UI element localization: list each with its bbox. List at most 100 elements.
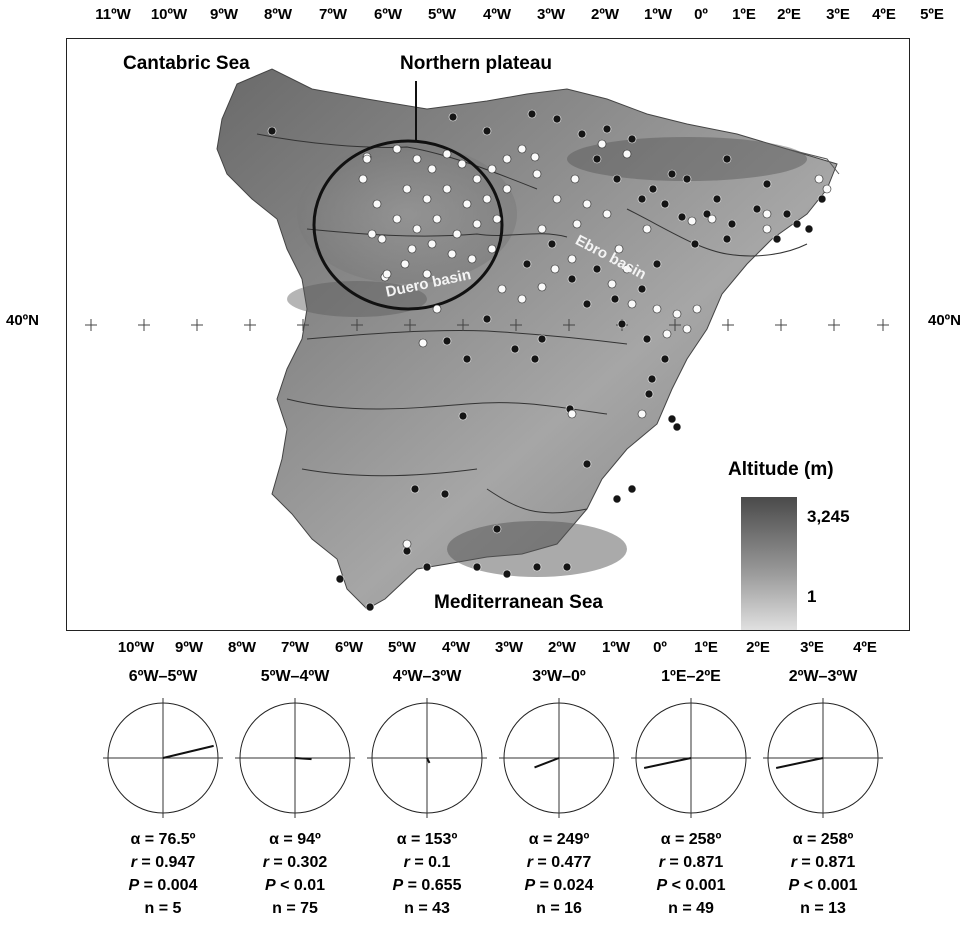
rose-p: P = 0.655 bbox=[352, 877, 502, 895]
rose-r: r = 0.302 bbox=[220, 854, 370, 872]
top-tick-label: 3ºE bbox=[826, 6, 850, 23]
top-tick-label: 4ºW bbox=[483, 6, 511, 23]
rose-r: r = 0.871 bbox=[748, 854, 898, 872]
top-tick-label: 10ºW bbox=[150, 6, 188, 23]
rose-n: n = 75 bbox=[272, 900, 318, 917]
p-value: < 0.01 bbox=[275, 877, 326, 894]
altitude-legend-min: 1 bbox=[807, 587, 817, 606]
r-value: = 0.302 bbox=[268, 854, 328, 871]
site-points-dark bbox=[267, 109, 827, 612]
r-symbol: r bbox=[658, 854, 665, 871]
r-value: = 0.871 bbox=[796, 854, 856, 871]
top-tick-label: 8ºW bbox=[264, 6, 292, 23]
rose-alpha: α = 153º bbox=[396, 831, 458, 848]
top-tick-label: 1ºE bbox=[732, 6, 756, 23]
top-tick-label: 7ºW bbox=[319, 6, 347, 23]
top-tick-label: 5ºW bbox=[428, 6, 456, 23]
bottom-tick-label: 4ºW bbox=[442, 639, 470, 656]
rose-alpha: α = 94º bbox=[269, 831, 321, 848]
rose-title: 5ºW–4ºW bbox=[260, 668, 330, 685]
mean-vector bbox=[162, 744, 214, 759]
top-tick-label: 4ºE bbox=[872, 6, 896, 23]
rose-diagram bbox=[103, 698, 223, 818]
coastline-detail bbox=[786, 148, 840, 175]
rose-title: 6ºW–5ºW bbox=[128, 668, 198, 685]
rose-r: r = 0.477 bbox=[484, 854, 634, 872]
rose-r: r = 0.871 bbox=[616, 854, 766, 872]
p-symbol: P bbox=[788, 877, 800, 894]
rose-n: n = 49 bbox=[668, 900, 714, 917]
top-tick-label: 3ºW bbox=[537, 6, 565, 23]
bottom-tick-label: 1ºE bbox=[694, 639, 718, 656]
rose-panel: 1ºE–2ºE α = 258º r = 0.871 P < 0.001 n =… bbox=[616, 668, 766, 936]
top-tick-label: 5ºE bbox=[920, 6, 944, 23]
bottom-tick-label: 3ºE bbox=[800, 639, 824, 656]
rose-p: P = 0.004 bbox=[88, 877, 238, 895]
r-value: = 0.947 bbox=[136, 854, 196, 871]
altitude-legend-title: Altitude (m) bbox=[728, 459, 834, 480]
rose-title: 1ºE–2ºE bbox=[661, 668, 721, 685]
rose-alpha: α = 249º bbox=[528, 831, 590, 848]
p-value: < 0.001 bbox=[799, 877, 858, 894]
mean-vector bbox=[294, 757, 312, 761]
rose-alpha: α = 258º bbox=[660, 831, 722, 848]
p-symbol: P bbox=[656, 877, 668, 894]
p-value: = 0.655 bbox=[403, 877, 462, 894]
r-symbol: r bbox=[130, 854, 137, 871]
mean-vector bbox=[534, 757, 560, 769]
bottom-tick-label: 1ºW bbox=[602, 639, 630, 656]
bottom-tick-label: 5ºW bbox=[388, 639, 416, 656]
bottom-tick-label: 6ºW bbox=[335, 639, 363, 656]
altitude-legend-max: 3,245 bbox=[807, 507, 850, 526]
altitude-legend-gradient bbox=[741, 497, 797, 630]
bottom-tick-label: 2ºE bbox=[746, 639, 770, 656]
rose-p: P = 0.024 bbox=[484, 877, 634, 895]
p-value: = 0.004 bbox=[139, 877, 198, 894]
latitude-label-right: 40ºN bbox=[928, 312, 961, 329]
map-frame: Cantabric Sea Northern plateau Duero bas… bbox=[66, 38, 910, 631]
rose-panel: 4ºW–3ºW α = 153º r = 0.1 P = 0.655 n = 4… bbox=[352, 668, 502, 936]
bottom-tick-label: 10ºW bbox=[117, 639, 155, 656]
top-tick-label: 11ºW bbox=[95, 6, 131, 23]
top-tick-label: 2ºW bbox=[591, 6, 619, 23]
rose-diagram bbox=[631, 698, 751, 818]
rose-n: n = 5 bbox=[144, 900, 182, 917]
bottom-tick-label: 9ºW bbox=[175, 639, 203, 656]
mean-vector bbox=[643, 757, 692, 769]
rose-panel: 6ºW–5ºW α = 76.5º r = 0.947 P = 0.004 n … bbox=[88, 668, 238, 936]
mountain-shading bbox=[447, 521, 627, 577]
rose-diagram bbox=[763, 698, 883, 818]
mean-vector bbox=[426, 757, 431, 764]
latitude-label-left: 40ºN bbox=[6, 312, 39, 329]
r-symbol: r bbox=[262, 854, 269, 871]
rose-alpha: α = 258º bbox=[792, 831, 854, 848]
rose-r: r = 0.1 bbox=[352, 854, 502, 872]
p-value: = 0.024 bbox=[535, 877, 594, 894]
bottom-tick-label: 7ºW bbox=[281, 639, 309, 656]
bottom-tick-label: 4ºE bbox=[853, 639, 877, 656]
rose-n: n = 16 bbox=[536, 900, 582, 917]
rose-diagram bbox=[367, 698, 487, 818]
p-value: < 0.001 bbox=[667, 877, 726, 894]
r-value: = 0.477 bbox=[532, 854, 592, 871]
mountain-shading bbox=[567, 137, 807, 181]
iberia-relief-map bbox=[85, 68, 889, 612]
p-symbol: P bbox=[392, 877, 404, 894]
rose-diagram bbox=[499, 698, 619, 818]
bottom-tick-label: 0º bbox=[653, 639, 667, 656]
r-symbol: r bbox=[790, 854, 797, 871]
mean-vector bbox=[775, 757, 824, 769]
p-symbol: P bbox=[524, 877, 536, 894]
rose-title: 2ºW–3ºW bbox=[788, 668, 858, 685]
r-value: = 0.871 bbox=[664, 854, 724, 871]
p-symbol: P bbox=[128, 877, 140, 894]
bottom-longitude-axis: 10ºW 9ºW 8ºW 7ºW 6ºW 5ºW 4ºW 3ºW 2ºW 1ºW… bbox=[0, 639, 979, 663]
rose-p: P < 0.01 bbox=[220, 877, 370, 895]
rose-diagram bbox=[235, 698, 355, 818]
rose-title: 3ºW–0º bbox=[532, 668, 586, 685]
rose-n: n = 43 bbox=[404, 900, 450, 917]
top-tick-label: 1ºW bbox=[644, 6, 672, 23]
rose-alpha: α = 76.5º bbox=[130, 831, 196, 848]
p-symbol: P bbox=[264, 877, 276, 894]
r-value: = 0.1 bbox=[409, 854, 451, 871]
